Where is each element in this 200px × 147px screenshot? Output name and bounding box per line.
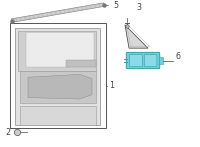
FancyBboxPatch shape (144, 55, 157, 67)
Text: 1: 1 (109, 81, 114, 90)
Text: 3: 3 (136, 3, 141, 12)
Polygon shape (11, 3, 105, 22)
FancyBboxPatch shape (126, 52, 160, 69)
Bar (10, 24, 106, 128)
Text: 5: 5 (113, 1, 118, 10)
Polygon shape (66, 60, 96, 67)
Text: 6: 6 (176, 52, 181, 61)
Text: 2: 2 (6, 128, 11, 137)
Polygon shape (15, 28, 100, 125)
Polygon shape (26, 32, 94, 67)
Polygon shape (20, 106, 96, 125)
Polygon shape (20, 71, 96, 103)
FancyBboxPatch shape (130, 55, 142, 67)
Polygon shape (28, 74, 92, 99)
Bar (158, 57, 162, 64)
Polygon shape (18, 31, 96, 71)
Polygon shape (125, 25, 148, 48)
